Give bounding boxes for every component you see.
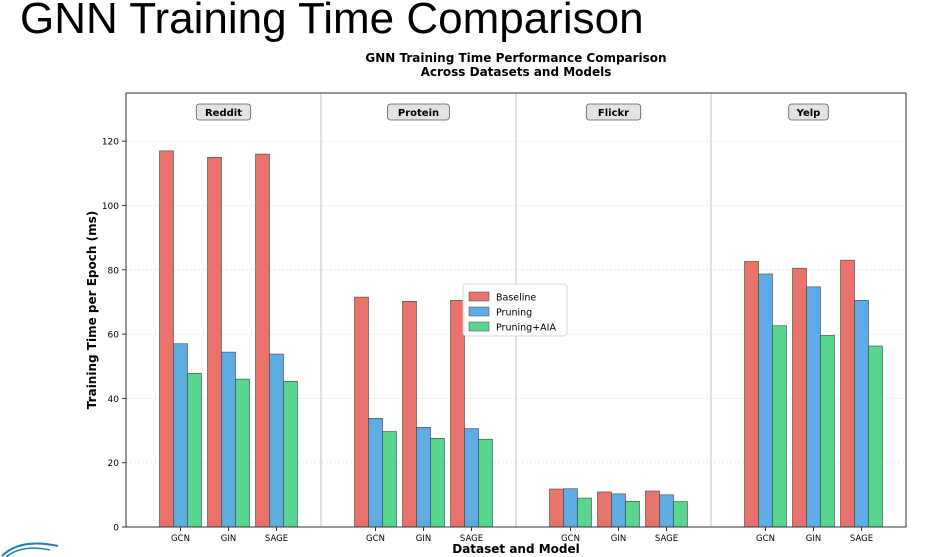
bar [625, 500, 640, 528]
legend: Baseline Pruning Pruning+AIA [462, 283, 568, 337]
bar [159, 150, 174, 528]
bar [187, 373, 202, 528]
x-tick-label: GCN [171, 534, 190, 544]
y-tick-label: 120 [102, 138, 119, 148]
x-tick-label: SAGE [850, 534, 873, 544]
bar [659, 494, 674, 528]
legend-swatch [468, 321, 490, 332]
y-axis: 0 20 40 60 80 100 120 [102, 138, 126, 534]
y-tick-label: 100 [102, 202, 119, 212]
legend-swatch [468, 306, 490, 317]
x-axis: GCN GIN SAGE GCN GIN SAGE GCN GIN SAGE GCN GIN SAGE [171, 527, 873, 544]
bar [840, 259, 855, 528]
y-tick-label: 0 [113, 524, 119, 534]
bar [868, 345, 883, 528]
y-tick-label: 20 [108, 459, 120, 469]
x-tick-label: GIN [806, 534, 821, 544]
y-tick-label: 80 [108, 266, 120, 276]
x-tick-label: SAGE [460, 534, 483, 544]
bar [744, 261, 759, 528]
bar [354, 296, 369, 528]
bar [611, 493, 626, 528]
x-tick-label: GIN [611, 534, 626, 544]
bar [416, 427, 431, 528]
bar [283, 381, 298, 528]
y-tick-label: 40 [108, 395, 120, 405]
bar [382, 431, 397, 528]
bar [597, 491, 612, 528]
x-tick-label: GIN [416, 534, 431, 544]
bar [772, 325, 787, 528]
group-label: Yelp [796, 108, 821, 119]
y-tick-label: 60 [108, 331, 120, 341]
x-tick-label: GCN [756, 534, 775, 544]
bar [221, 351, 236, 528]
bar [207, 156, 222, 528]
bar [235, 378, 250, 528]
bar [673, 501, 688, 528]
bar [792, 267, 807, 528]
group-label: Flickr [598, 108, 629, 119]
logo-icon [1, 542, 59, 557]
bar [368, 418, 383, 528]
bar [563, 488, 578, 528]
slide-title: GNN Training Time Comparison [20, 0, 644, 43]
x-tick-label: SAGE [655, 534, 678, 544]
bar [430, 437, 445, 528]
group-label-box [788, 103, 829, 121]
group-label: Protein [398, 108, 439, 119]
bar [255, 153, 270, 528]
chart-title-line-2: Across Datasets and Models [421, 65, 612, 79]
bar [450, 300, 465, 528]
x-tick-label: GIN [221, 534, 236, 544]
chart-title-line-1: GNN Training Time Performance Comparison [365, 51, 666, 65]
legend-label: Baseline [496, 293, 536, 304]
legend-label: Pruning+AIA [496, 323, 556, 334]
bar [464, 428, 479, 528]
x-tick-label: SAGE [265, 534, 288, 544]
bar [820, 335, 835, 528]
bars [159, 150, 883, 528]
bar [645, 490, 660, 528]
legend-swatch [468, 291, 490, 302]
legend-label: Pruning [496, 308, 532, 319]
bar [549, 488, 564, 528]
group-label: Reddit [205, 108, 242, 119]
bar [478, 438, 493, 528]
plot-frame [125, 92, 907, 528]
bar [806, 286, 821, 528]
y-axis-label: Training Time per Epoch (ms) [85, 211, 99, 409]
group-label-box [585, 103, 642, 121]
group-label-box [387, 103, 450, 121]
group-label-box [195, 103, 252, 121]
x-axis-label: Dataset and Model [452, 542, 580, 556]
bar [758, 273, 773, 528]
x-tick-label: GCN [366, 534, 385, 544]
bar [269, 353, 284, 528]
group-labels: Reddit Protein Flickr Yelp [195, 103, 829, 121]
bar [577, 497, 592, 528]
bar [854, 300, 869, 528]
x-tick-label: GCN [561, 534, 580, 544]
bar [402, 301, 417, 528]
bar [173, 343, 188, 528]
